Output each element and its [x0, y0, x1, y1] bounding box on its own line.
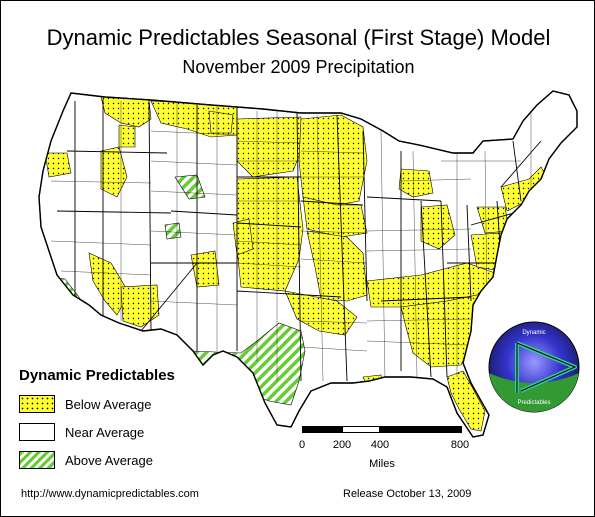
- legend-label: Below Average: [65, 396, 152, 412]
- region-utah: [164, 222, 182, 240]
- dynamic-predictables-logo: Dynamic Predictables: [488, 321, 580, 413]
- footer-url[interactable]: http://www.dynamicpredictables.com: [21, 488, 199, 500]
- logo-text-bottom: Predictables: [517, 400, 550, 406]
- legend-swatch-near-average: [19, 423, 55, 441]
- region-wyoming: [208, 110, 234, 134]
- county-boundaries: [50, 101, 532, 382]
- map-title: Dynamic Predictables Seasonal (First Sta…: [46, 25, 551, 50]
- region-michigan: [398, 168, 434, 198]
- region-dakotas: [236, 116, 302, 178]
- scale-segment: [380, 426, 462, 433]
- legend-item-above-average: Above Average: [19, 446, 175, 474]
- region-pacific-northwest: [44, 152, 72, 178]
- scale-tick: 200: [332, 439, 352, 451]
- legend-label: Near Average: [65, 424, 145, 440]
- region-california: [88, 252, 130, 316]
- region-florida: [446, 370, 486, 432]
- scale-segment: [302, 426, 342, 433]
- legend-swatch-above-average: [19, 451, 55, 469]
- map-subtitle: November 2009 Precipitation: [182, 57, 415, 77]
- scale-tick: 800: [450, 439, 470, 451]
- legend-item-below-average: Below Average: [19, 390, 175, 418]
- legend-swatch-below-average: [19, 395, 55, 413]
- region-colorado: [232, 218, 254, 256]
- region-ohio-valley: [420, 204, 456, 250]
- region-virginia-carolinas: [470, 232, 510, 272]
- scale-units: Miles: [369, 458, 395, 470]
- region-missouri: [306, 230, 368, 302]
- footer-release-date: Release October 13, 2009: [343, 488, 472, 500]
- legend: Dynamic Predictables Below Average Near …: [19, 367, 175, 474]
- region-idaho: [118, 124, 136, 148]
- legend-title: Dynamic Predictables: [19, 367, 175, 384]
- region-gulf-coast: [362, 374, 384, 392]
- region-minnesota: [298, 114, 368, 206]
- region-new-mexico: [190, 250, 220, 288]
- scale-bar: 0 200 400 800 Miles: [299, 426, 469, 476]
- region-northern-rockies: [100, 146, 128, 198]
- scale-segment: [342, 426, 380, 433]
- legend-item-near-average: Near Average: [19, 418, 175, 446]
- scale-tick: 400: [370, 439, 390, 451]
- legend-label: Above Average: [65, 452, 153, 468]
- scale-tick: 0: [298, 439, 306, 451]
- state-boundaries: [56, 99, 542, 382]
- logo-text-top: Dynamic: [522, 330, 545, 336]
